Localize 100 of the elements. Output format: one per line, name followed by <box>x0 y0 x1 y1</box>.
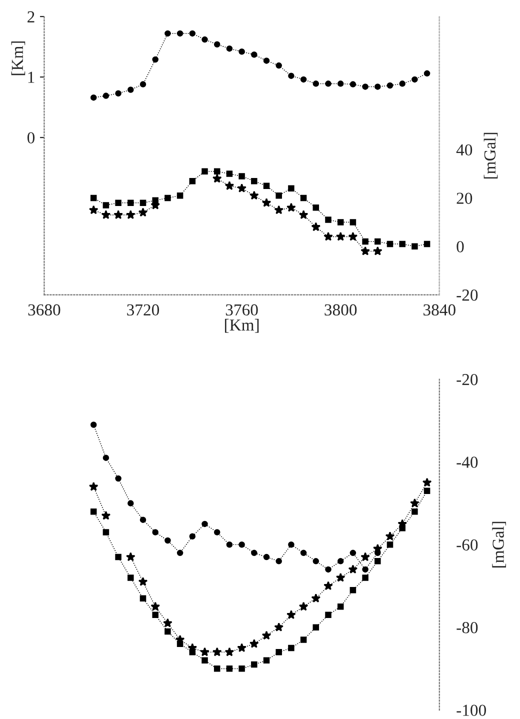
point <box>163 618 172 628</box>
point <box>324 232 333 241</box>
x-tick-label: 3800 <box>324 304 357 316</box>
point <box>226 542 233 548</box>
point <box>286 202 296 212</box>
point <box>362 238 368 245</box>
point <box>238 173 245 180</box>
point <box>102 454 110 461</box>
point <box>350 81 356 88</box>
y2-tick-label: 0 <box>456 241 464 252</box>
point <box>164 30 171 37</box>
point <box>288 72 294 79</box>
point <box>324 581 333 590</box>
y2-tick-label: -40 <box>456 456 478 468</box>
point <box>298 602 308 611</box>
point <box>238 48 245 55</box>
point <box>102 202 110 208</box>
point <box>90 422 97 428</box>
point <box>212 174 222 183</box>
point <box>288 542 294 548</box>
point <box>300 194 307 202</box>
point <box>311 222 321 232</box>
point <box>202 36 208 43</box>
point <box>325 80 332 87</box>
point <box>115 475 122 482</box>
point <box>88 482 98 491</box>
point <box>300 76 307 83</box>
point <box>202 520 208 528</box>
point <box>140 516 146 523</box>
point <box>362 574 368 581</box>
point <box>237 643 246 652</box>
point <box>189 649 196 656</box>
y2-axis-title: [mGal] <box>484 132 498 178</box>
point <box>412 508 418 515</box>
point <box>386 82 394 89</box>
point <box>88 205 98 214</box>
x-tick-label: 3840 <box>424 304 456 316</box>
point <box>263 554 270 560</box>
point <box>424 70 430 77</box>
point <box>251 661 258 668</box>
point <box>90 94 97 101</box>
point <box>238 666 245 672</box>
point <box>412 76 418 83</box>
x-tick-label: 3680 <box>28 304 60 316</box>
point <box>164 628 171 635</box>
point <box>286 610 296 619</box>
point <box>362 84 368 90</box>
point <box>360 246 370 256</box>
y2-tick-label: 20 <box>456 192 472 204</box>
point <box>274 205 284 214</box>
point <box>262 630 272 640</box>
point <box>214 529 220 536</box>
point <box>276 649 282 656</box>
point <box>237 183 246 192</box>
point <box>128 86 134 93</box>
point <box>251 52 258 58</box>
point <box>150 602 160 611</box>
point <box>336 572 346 582</box>
point <box>410 498 420 508</box>
y-tick-label: 0 <box>27 132 35 144</box>
point <box>152 529 158 536</box>
point <box>312 624 320 630</box>
point <box>386 542 394 548</box>
point <box>226 170 233 177</box>
point <box>422 478 432 487</box>
y2-tick-label: -100 <box>456 704 486 716</box>
point <box>311 594 321 602</box>
point <box>226 45 233 52</box>
point <box>202 168 208 175</box>
point <box>224 181 234 190</box>
point <box>263 58 270 64</box>
point <box>362 566 368 573</box>
point <box>90 194 97 202</box>
point <box>176 192 184 199</box>
point <box>164 194 171 202</box>
point <box>140 81 146 88</box>
point <box>101 510 111 520</box>
point <box>325 216 332 223</box>
point <box>90 508 97 515</box>
y-tick-label: 2 <box>28 11 34 22</box>
point <box>263 657 270 664</box>
point <box>152 56 158 63</box>
point <box>288 644 294 652</box>
point <box>212 647 222 656</box>
x-tick-label: 3720 <box>127 304 160 316</box>
point <box>115 90 122 96</box>
point <box>374 238 381 245</box>
point <box>300 550 307 556</box>
point <box>200 647 210 656</box>
point <box>412 243 418 250</box>
y2-tick-label: -80 <box>456 622 478 634</box>
point <box>312 80 320 87</box>
point <box>189 30 196 37</box>
point <box>372 544 382 553</box>
point <box>128 200 134 206</box>
point <box>214 666 220 672</box>
y-axis-title: [Km] <box>11 41 26 76</box>
point <box>189 533 196 540</box>
point <box>115 200 122 206</box>
point <box>325 612 332 618</box>
